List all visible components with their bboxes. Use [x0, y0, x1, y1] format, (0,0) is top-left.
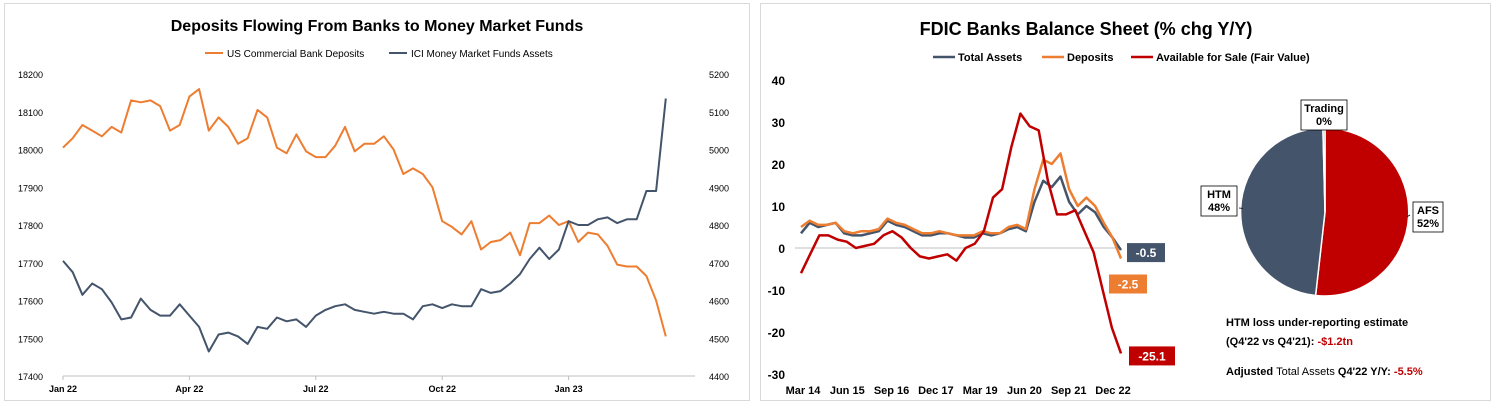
- y-right-tick-label: 4800: [709, 221, 729, 231]
- x-tick-label: Dec 17: [918, 385, 953, 397]
- y-right-tick-label: 4500: [709, 334, 729, 344]
- end-label-total-assets: -0.5: [1127, 243, 1165, 263]
- x-tick-label: Dec 22: [1095, 385, 1130, 397]
- y-tick-label: 40: [772, 74, 786, 88]
- notes-block: HTM loss under-reporting estimate (Q4'22…: [1226, 317, 1423, 378]
- chart-legend: Total Assets Deposits Available for Sale…: [933, 52, 1310, 64]
- y-left-tick-label: 18000: [18, 146, 43, 156]
- svg-text:0%: 0%: [1316, 116, 1332, 128]
- x-tick-label: Mar 14: [786, 385, 822, 397]
- x-tick-label: Sep 21: [1051, 385, 1086, 397]
- fdic-balance-sheet-chart: FDIC Banks Balance Sheet (% chg Y/Y) Tot…: [768, 19, 1444, 397]
- x-tick-label: Jan 23: [555, 384, 583, 394]
- legend-label-total-assets: Total Assets: [958, 52, 1022, 64]
- x-tick-label: Oct 22: [428, 384, 456, 394]
- x-tick-label: Apr 22: [175, 384, 203, 394]
- y-tick-label: 20: [772, 158, 786, 172]
- x-tick-label: Sep 16: [874, 385, 909, 397]
- x-tick-label: Jan 22: [49, 384, 77, 394]
- svg-text:-2.5: -2.5: [1118, 278, 1139, 292]
- y-right-tick-label: 4400: [709, 372, 729, 382]
- y-right-tick-label: 5100: [709, 108, 729, 118]
- svg-text:HTM: HTM: [1207, 189, 1231, 201]
- x-tick-label: Jun 15: [830, 385, 865, 397]
- y-tick-label: 10: [772, 200, 786, 214]
- htm-note-line1: HTM loss under-reporting estimate: [1226, 317, 1408, 329]
- pie-slice-afs: [1314, 127, 1410, 297]
- deposits-chart-panel: Deposits Flowing From Banks to Money Mar…: [4, 3, 750, 401]
- series-line-bank-deposits: [62, 88, 667, 337]
- y-left-tick-label: 17600: [18, 297, 43, 307]
- x-tick-label: Jun 20: [1007, 385, 1042, 397]
- y-left-tick-label: 18200: [18, 70, 43, 80]
- y-right-tick-label: 5200: [709, 70, 729, 80]
- adjusted-total-assets-note: Adjusted Total Assets Q4'22 Y/Y: -5.5%: [1226, 366, 1423, 378]
- x-tick-label: Mar 19: [963, 385, 998, 397]
- legend-label-deposits: Deposits: [1067, 52, 1113, 64]
- legend-label-mmf: ICI Money Market Funds Assets: [411, 49, 553, 60]
- svg-text:48%: 48%: [1208, 202, 1230, 214]
- series-line-total-assets: [800, 175, 1123, 251]
- chart-title: Deposits Flowing From Banks to Money Mar…: [171, 18, 584, 35]
- y-tick-label: -10: [768, 284, 786, 298]
- y-right-tick-label: 4600: [709, 297, 729, 307]
- y-tick-label: 0: [778, 242, 785, 256]
- fdic-chart-panel: FDIC Banks Balance Sheet (% chg Y/Y) Tot…: [760, 3, 1491, 401]
- svg-text:-0.5: -0.5: [1136, 246, 1157, 260]
- htm-note-line2: (Q4'22 vs Q4'21): -$1.2tn: [1226, 336, 1353, 348]
- y-left-tick-label: 17900: [18, 183, 43, 193]
- svg-text:-25.1: -25.1: [1138, 349, 1166, 363]
- y-left-tick-label: 18100: [18, 108, 43, 118]
- legend-label-afs: Available for Sale (Fair Value): [1156, 52, 1310, 64]
- series-line-afs: [799, 112, 1123, 354]
- x-tick-label: Jul 22: [303, 384, 329, 394]
- y-left-tick-label: 17400: [18, 372, 43, 382]
- y-left-tick-label: 17800: [18, 221, 43, 231]
- y-right-tick-label: 4900: [709, 183, 729, 193]
- end-label-afs: -25.1: [1129, 346, 1175, 366]
- chart-legend: US Commercial Bank Deposits ICI Money Ma…: [205, 49, 553, 60]
- y-left-tick-label: 17700: [18, 259, 43, 269]
- chart-title: FDIC Banks Balance Sheet (% chg Y/Y): [920, 19, 1253, 39]
- svg-text:52%: 52%: [1417, 218, 1439, 230]
- y-right-tick-label: 4700: [709, 259, 729, 269]
- y-right-tick-label: 5000: [709, 146, 729, 156]
- series-line-mmf-assets: [62, 98, 667, 353]
- y-tick-label: -20: [768, 326, 786, 340]
- end-label-deposits: -2.5: [1109, 274, 1147, 294]
- y-tick-label: 30: [772, 116, 786, 130]
- deposits-chart: Deposits Flowing From Banks to Money Mar…: [18, 18, 729, 394]
- y-tick-label: -30: [768, 368, 786, 382]
- y-left-tick-label: 17500: [18, 334, 43, 344]
- legend-label-deposits: US Commercial Bank Deposits: [227, 49, 364, 60]
- pie-slice-htm: [1239, 127, 1326, 297]
- series-line-deposits: [800, 152, 1123, 259]
- svg-text:Trading: Trading: [1304, 103, 1344, 115]
- svg-text:AFS: AFS: [1417, 205, 1439, 217]
